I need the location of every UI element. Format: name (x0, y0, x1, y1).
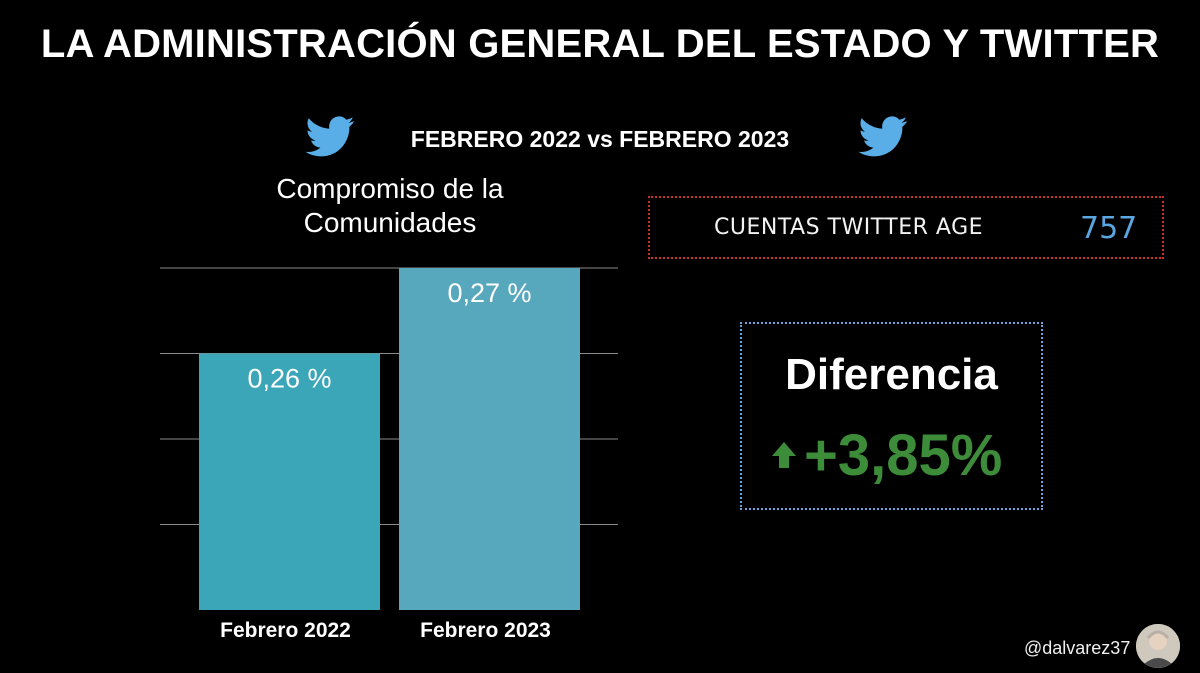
subtitle: FEBRERO 2022 vs FEBRERO 2023 (410, 126, 790, 152)
chart-title: Compromiso de la Comunidades (276, 173, 504, 238)
subtitle-row: FEBRERO 2022 vs FEBRERO 2023 (0, 115, 1200, 163)
metric-box: CUENTAS TWITTER AGE 757 (648, 196, 1164, 259)
difference-value-row: +3,85% (770, 422, 1040, 488)
author-handle: @dalvarez37 (1024, 638, 1131, 658)
metric-label: CUENTAS TWITTER AGE (714, 215, 984, 240)
category-label: Febrero 2023 (420, 619, 551, 642)
difference-value: +3,85% (804, 423, 1003, 488)
page-title: LA ADMINISTRACIÓN GENERAL DEL ESTADO Y T… (40, 22, 1160, 66)
up-arrow-icon (772, 442, 796, 468)
metric-value: 757 (1080, 211, 1138, 246)
data-label: 0,27 % (447, 278, 531, 308)
bar (199, 353, 380, 610)
category-label: Febrero 2022 (220, 619, 351, 642)
data-label: 0,26 % (247, 364, 331, 394)
difference-title: Diferencia (785, 350, 998, 399)
twitter-bird-icon (858, 116, 908, 157)
avatar (1136, 624, 1180, 668)
twitter-bird-icon (305, 116, 355, 157)
bar (399, 268, 580, 610)
difference-box: Diferencia +3,85% (740, 322, 1043, 510)
